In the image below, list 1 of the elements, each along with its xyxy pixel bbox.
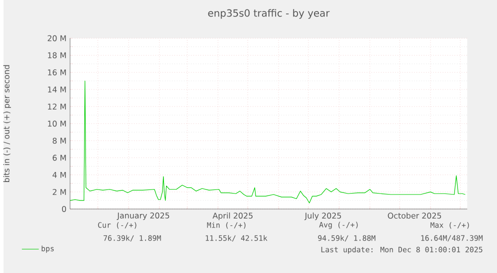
chart-title: enp35s0 traffic - by year [208, 9, 330, 19]
